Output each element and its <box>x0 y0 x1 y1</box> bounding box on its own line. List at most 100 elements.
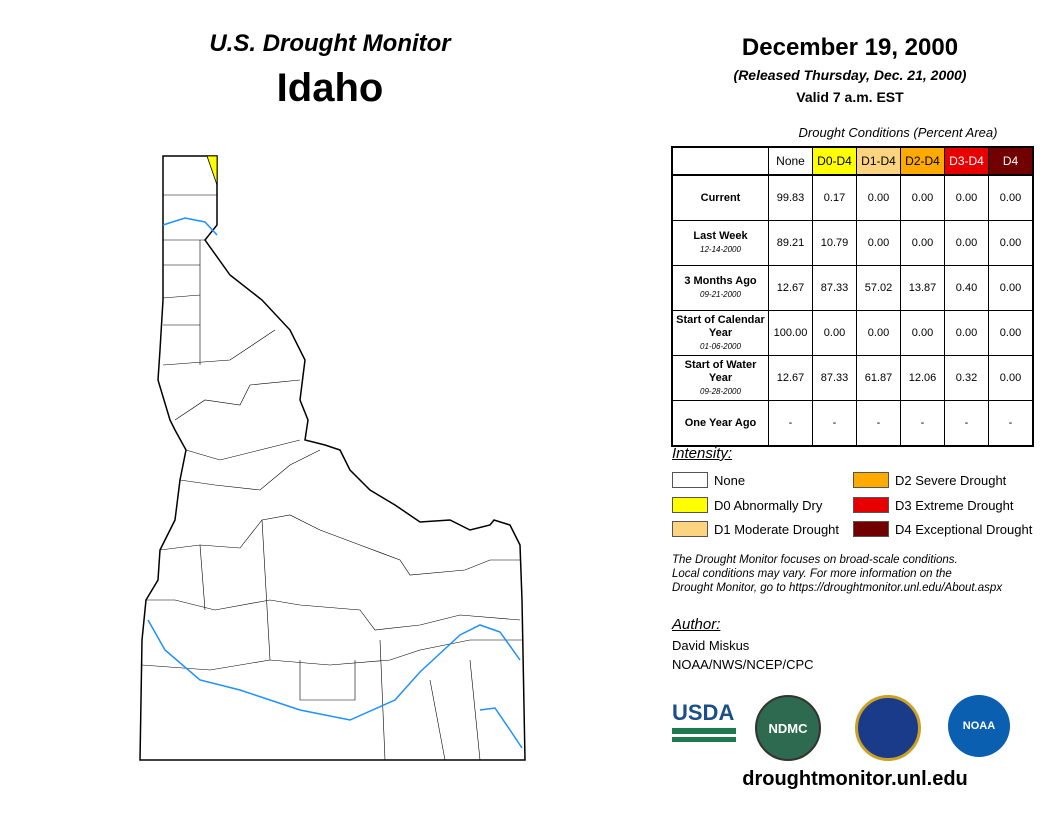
table-cell: 0.00 <box>944 220 989 266</box>
row-date: 09-28-2000 <box>700 386 741 396</box>
col-d3: D3-D4 <box>944 146 989 176</box>
legend-item: D1 Moderate Drought <box>672 521 839 537</box>
table-row: One Year Ago - - - - - - <box>671 400 1034 447</box>
row-date: 09-21-2000 <box>700 290 741 299</box>
table-cell: 12.67 <box>768 265 813 311</box>
row-label: Start of Calendar Year 01-06-2000 <box>671 310 769 356</box>
row-label-text: Start of Water Year <box>684 358 757 384</box>
map-date: December 19, 2000 <box>741 34 959 61</box>
table-cell: 87.33 <box>812 265 857 311</box>
col-d0: D0-D4 <box>812 146 857 176</box>
author-org: NOAA/NWS/NCEP/CPC <box>672 657 814 672</box>
note-text: The Drought Monitor focuses on broad-sca… <box>672 553 1052 595</box>
table-cell: 0.00 <box>900 220 945 266</box>
table-cell: 12.06 <box>900 355 945 401</box>
row-label: 3 Months Ago 09-21-2000 <box>671 265 769 311</box>
table-cell: 99.83 <box>768 174 813 221</box>
noaa-logo: NOAA <box>948 695 1010 757</box>
col-none: None <box>768 146 813 176</box>
row-label: Current <box>671 174 769 221</box>
col-d2: D2-D4 <box>900 146 945 176</box>
table-cell: 0.00 <box>900 310 945 356</box>
col-d1: D1-D4 <box>856 146 901 176</box>
table-cell: 57.02 <box>856 265 901 311</box>
row-label-text: Current <box>700 191 741 204</box>
legend-label: D2 Severe Drought <box>895 472 1007 488</box>
table-row: 3 Months Ago 09-21-2000 12.67 87.33 57.02 13.… <box>671 265 1034 311</box>
table-cell: - <box>768 400 813 447</box>
d0-drought-area <box>206 155 218 186</box>
legend-swatch <box>672 521 708 537</box>
table-cell: 0.00 <box>856 220 901 266</box>
table-cell: 0.40 <box>944 265 989 311</box>
legend-item: D3 Extreme Drought <box>853 497 1014 513</box>
legend-swatch <box>853 497 889 513</box>
table-row: Start of Calendar Year 01-06-2000 100.00 0.… <box>671 310 1034 356</box>
table-caption: Drought Conditions (Percent Area) <box>798 125 998 140</box>
rivers <box>147 217 523 749</box>
commerce-seal-icon <box>855 695 921 761</box>
legend-item: D0 Abnormally Dry <box>672 497 822 513</box>
table-row: Current 99.83 0.17 0.00 0.00 0.00 0.00 <box>671 174 1034 221</box>
valid-time: Valid 7 a.m. EST <box>796 89 904 105</box>
state-name: Idaho <box>276 66 384 110</box>
table-cell: - <box>856 400 901 447</box>
idaho-map <box>139 155 526 761</box>
table-cell: 87.33 <box>812 355 857 401</box>
usda-text: USDA <box>672 700 735 725</box>
legend-swatch <box>853 472 889 488</box>
row-date: 12-14-2000 <box>700 245 741 254</box>
legend-item: D2 Severe Drought <box>853 472 1006 488</box>
row-label-text: Last Week <box>693 230 748 242</box>
table-cell: 0.32 <box>944 355 989 401</box>
note-line: Drought Monitor, go to https://droughtmo… <box>672 582 1003 594</box>
table-cell: 0.00 <box>988 220 1034 266</box>
county-lines <box>141 194 522 761</box>
usda-logo: USDA <box>672 700 736 742</box>
legend-swatch <box>853 521 889 537</box>
table-cell: 0.00 <box>856 174 901 221</box>
drought-conditions-table: None D0-D4 D1-D4 D2-D4 D3-D4 D4 Current 9… <box>671 146 1034 447</box>
map-title: U.S. Drought Monitor <box>209 30 451 57</box>
table-cell: 0.00 <box>944 310 989 356</box>
table-cell: - <box>988 400 1034 447</box>
website-url[interactable]: droughtmonitor.unl.edu <box>742 768 968 790</box>
legend-label: D1 Moderate Drought <box>714 521 840 537</box>
table-cell: 12.67 <box>768 355 813 401</box>
table-cell: - <box>944 400 989 447</box>
row-label: Start of Water Year 09-28-2000 <box>671 355 769 401</box>
table-cell: 89.21 <box>768 220 813 266</box>
table-cell: 0.00 <box>856 310 901 356</box>
table-cell: 61.87 <box>856 355 901 401</box>
table-cell: 0.00 <box>900 174 945 221</box>
note-line: Local conditions may vary. For more info… <box>672 568 952 580</box>
legend-title: Intensity: <box>672 445 733 462</box>
table-row: Last Week 12-14-2000 89.21 10.79 0.00 0.00 0.0… <box>671 220 1034 266</box>
legend-label: D4 Exceptional Drought <box>895 521 1033 537</box>
legend-swatch <box>672 472 708 488</box>
author-name: David Miskus <box>672 638 750 653</box>
legend-label: D0 Abnormally Dry <box>714 497 823 513</box>
ndmc-logo: NDMC <box>755 695 821 761</box>
row-label: Last Week 12-14-2000 <box>671 220 769 266</box>
legend-item: None <box>672 472 745 488</box>
table-cell: 0.00 <box>988 265 1034 311</box>
table-cell: 0.00 <box>812 310 857 356</box>
row-label-text: Start of Calendar Year <box>676 313 765 339</box>
note-line: The Drought Monitor focuses on broad-sca… <box>672 554 958 566</box>
row-label-text: 3 Months Ago <box>684 275 757 287</box>
table-cell: 0.00 <box>988 174 1034 221</box>
author-heading: Author: <box>672 616 721 633</box>
legend-swatch <box>672 497 708 513</box>
table-cell: 10.79 <box>812 220 857 266</box>
legend-label: D3 Extreme Drought <box>895 497 1014 513</box>
table-cell: - <box>900 400 945 447</box>
table-cell: 0.00 <box>988 355 1034 401</box>
table-cell: 13.87 <box>900 265 945 311</box>
table-cell: 100.00 <box>768 310 813 356</box>
row-label-text: One Year Ago <box>684 416 757 429</box>
legend-item: D4 Exceptional Drought <box>853 521 1032 537</box>
legend-label: None <box>714 472 746 488</box>
table-cell: - <box>812 400 857 447</box>
